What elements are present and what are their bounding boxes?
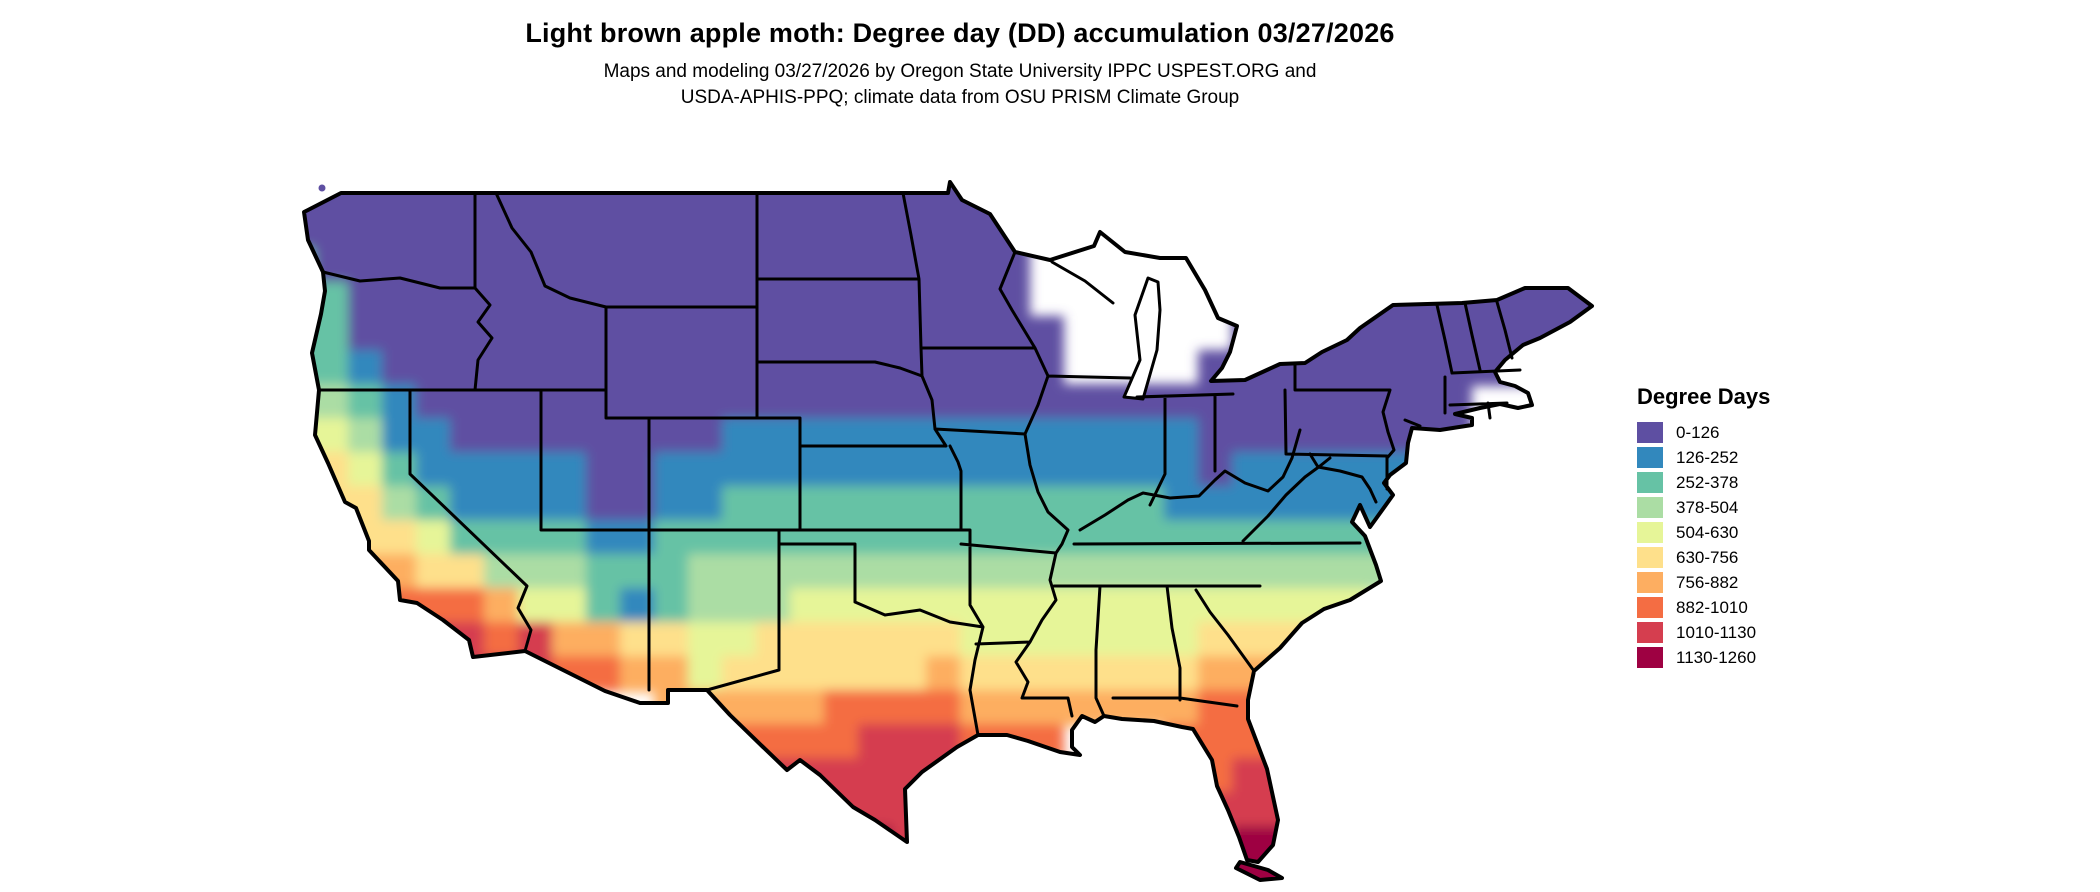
legend-label: 1010-1130 <box>1676 622 1757 642</box>
subtitle-line-1: Maps and modeling 03/27/2026 by Oregon S… <box>603 61 1317 82</box>
legend-item: 1130-1260 <box>1637 645 1857 670</box>
legend-item: 630-756 <box>1637 545 1857 570</box>
legend-item: 756-882 <box>1637 570 1857 595</box>
title-block: Light brown apple moth: Degree day (DD) … <box>0 0 1920 111</box>
legend-item: 504-630 <box>1637 520 1857 545</box>
legend-swatch <box>1637 497 1663 518</box>
legend-label: 378-504 <box>1676 497 1739 517</box>
legend-label: 504-630 <box>1676 522 1739 542</box>
legend-items: 0-126 126-252 252-378 378-504 504-630 630-756… <box>1637 420 1857 670</box>
subtitle-line-2: USDA-APHIS-PPQ; climate data from OSU PR… <box>680 87 1240 108</box>
legend-swatch <box>1637 472 1663 493</box>
legend-swatch <box>1637 647 1663 668</box>
legend-label: 630-756 <box>1676 547 1739 567</box>
page-title: Light brown apple moth: Degree day (DD) … <box>525 18 1395 48</box>
legend-label: 1130-1260 <box>1676 647 1757 667</box>
legend-swatch <box>1637 422 1663 443</box>
legend-swatch <box>1637 522 1663 543</box>
us-map-outline <box>302 180 1594 882</box>
legend-item: 126-252 <box>1637 445 1857 470</box>
legend-swatch <box>1637 597 1663 618</box>
page-subtitle: Maps and modeling 03/27/2026 by Oregon S… <box>0 59 1920 111</box>
legend-item: 0-126 <box>1637 420 1857 445</box>
legend-item: 378-504 <box>1637 495 1857 520</box>
legend: Degree Days 0-126 126-252 252-378 378-504 50… <box>1637 384 1857 670</box>
lake-michigan <box>1122 276 1162 401</box>
legend-swatch <box>1637 622 1663 643</box>
island <box>318 184 326 192</box>
legend-item: 882-1010 <box>1637 595 1857 620</box>
legend-label: 252-378 <box>1676 472 1739 492</box>
legend-title: Degree Days <box>1637 384 1771 409</box>
state-borders <box>317 191 1522 737</box>
legend-label: 756-882 <box>1676 572 1739 592</box>
legend-label: 882-1010 <box>1676 597 1748 617</box>
legend-swatch <box>1637 447 1663 468</box>
legend-label: 0-126 <box>1676 422 1720 442</box>
legend-label: 126-252 <box>1676 447 1739 467</box>
legend-swatch <box>1637 572 1663 593</box>
degree-day-raster <box>304 182 1592 880</box>
legend-item: 1010-1130 <box>1637 620 1857 645</box>
legend-item: 252-378 <box>1637 470 1857 495</box>
legend-swatch <box>1637 547 1663 568</box>
